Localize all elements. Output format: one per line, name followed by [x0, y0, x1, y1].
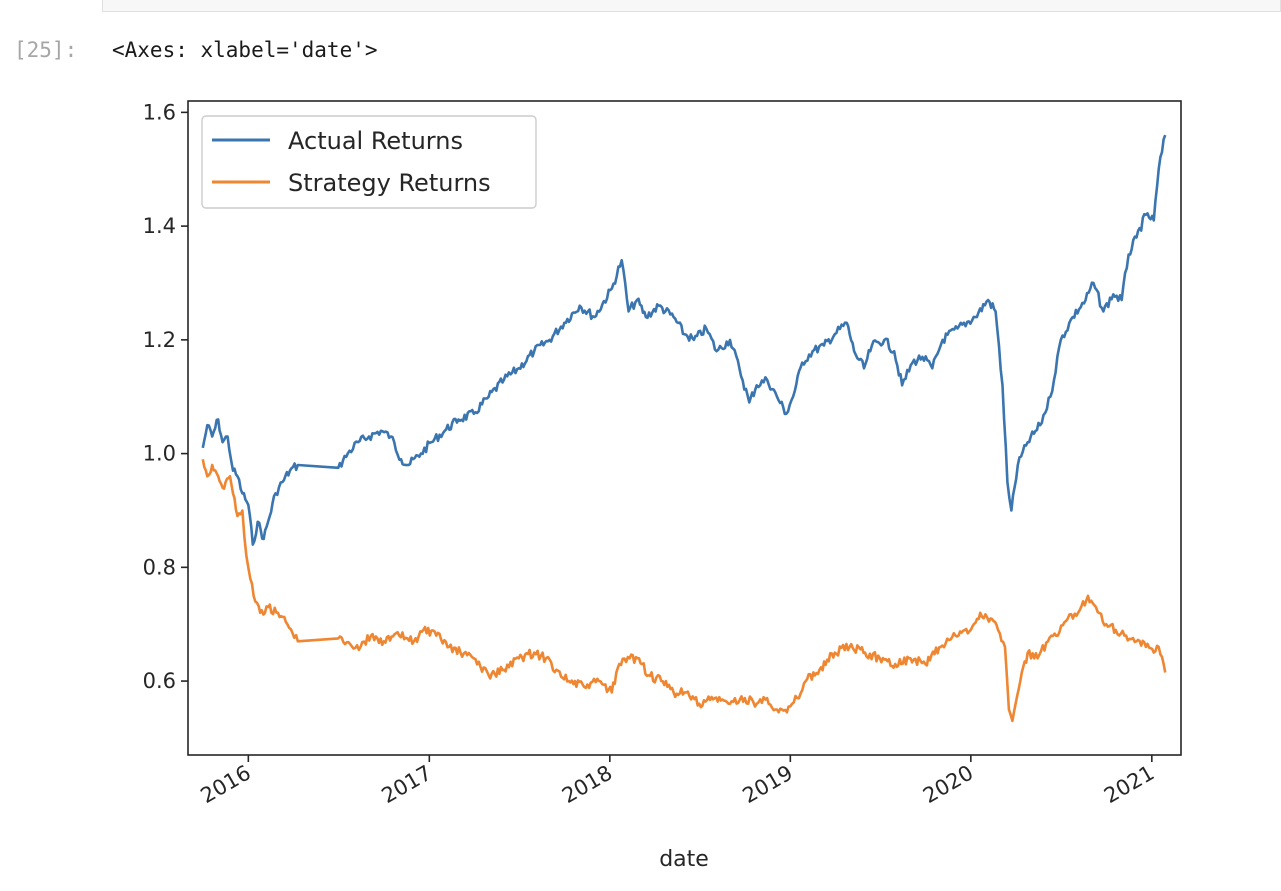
x-tick-label: 2021	[1100, 761, 1158, 809]
y-tick-label: 0.8	[143, 555, 176, 579]
y-tick-label: 0.6	[143, 669, 176, 693]
x-axis-label: date	[659, 847, 709, 872]
plot-area	[187, 100, 1182, 756]
legend: Actual Returns Strategy Returns	[201, 115, 537, 209]
x-tick-label: 2019	[739, 761, 797, 809]
output-prompt: [25]:	[14, 38, 78, 62]
series-line-actual-returns	[201, 134, 1167, 546]
x-tick-label: 2016	[197, 761, 255, 809]
y-tick-label: 1.0	[143, 442, 176, 466]
series-line-strategy-returns	[201, 459, 1167, 723]
output-text: <Axes: xlabel='date'>	[112, 38, 378, 62]
x-tick-label: 2020	[919, 761, 977, 809]
series-lines	[201, 134, 1167, 723]
x-axis-ticks: 2016 2017 2018 2019 2020 2021	[197, 755, 1158, 809]
legend-label-actual-returns: Actual Returns	[288, 127, 463, 155]
legend-label-strategy-returns: Strategy Returns	[288, 169, 491, 197]
y-tick-label: 1.4	[143, 214, 176, 238]
x-tick-label: 2017	[378, 761, 436, 809]
y-axis-ticks: 0.6 0.8 1.0 1.2 1.4 1.6	[143, 100, 188, 693]
x-tick-label: 2018	[558, 761, 616, 809]
y-tick-label: 1.6	[143, 100, 176, 124]
y-tick-label: 1.2	[143, 328, 176, 352]
legend-box	[201, 115, 537, 209]
